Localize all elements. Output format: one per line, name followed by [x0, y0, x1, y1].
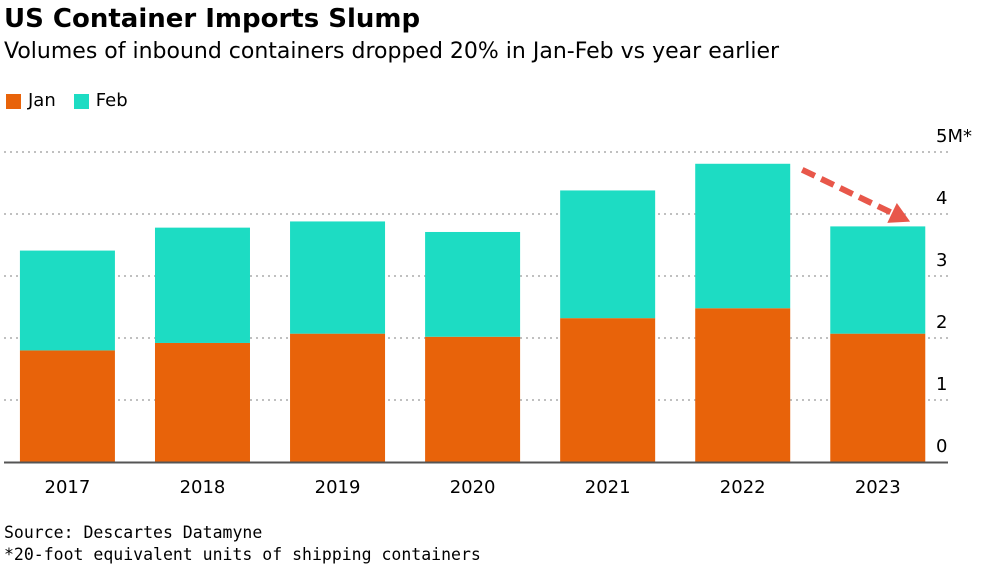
x-tick-label: 2017 [45, 477, 91, 498]
chart-subtitle: Volumes of inbound containers dropped 20… [4, 39, 780, 64]
y-tick-label: 2 [936, 312, 947, 333]
bar-jan-2017 [19, 350, 115, 462]
bars [19, 163, 926, 462]
legend-item-feb: Feb [73, 88, 128, 114]
legend-label-jan: Jan [28, 90, 56, 111]
bar-jan-2018 [154, 342, 250, 462]
legend-label-feb: Feb [95, 90, 128, 111]
bar-jan-2020 [425, 336, 521, 462]
footnote: *20-foot equivalent units of shipping co… [4, 545, 481, 564]
y-tick-label: 5M* [936, 126, 972, 147]
bar-jan-2019 [290, 333, 386, 462]
x-tick-label: 2018 [180, 477, 226, 498]
y-tick-label: 3 [936, 250, 947, 271]
y-tick-label: 4 [936, 188, 947, 209]
bar-feb-2023 [830, 226, 926, 334]
bar-feb-2019 [290, 221, 386, 334]
bar-jan-2021 [560, 318, 656, 462]
source-note: Source: Descartes Datamyne [4, 523, 263, 542]
x-tick-label: 2020 [450, 477, 496, 498]
bar-feb-2022 [695, 163, 791, 309]
y-tick-label: 0 [936, 436, 947, 457]
bar-jan-2023 [830, 333, 926, 462]
x-tick-label: 2022 [720, 477, 766, 498]
trend-arrow-line [800, 167, 901, 220]
chart-plot: 0 1 2 3 4 5M* 2017 2018 2019 2020 2021 2022 2023 [4, 126, 972, 498]
x-tick-label: 2021 [585, 477, 631, 498]
bar-feb-2021 [560, 190, 656, 319]
x-tick-label: 2023 [855, 477, 901, 498]
legend-item-jan: Jan [6, 88, 56, 114]
chart-title: US Container Imports Slump [4, 4, 421, 34]
bar-feb-2020 [425, 231, 521, 337]
x-tick-label: 2019 [315, 477, 361, 498]
bar-feb-2017 [19, 250, 115, 351]
legend-swatch-feb [73, 93, 89, 109]
bar-jan-2022 [695, 308, 791, 462]
y-tick-label: 1 [936, 374, 947, 395]
bar-feb-2018 [154, 227, 250, 343]
legend-swatch-jan [6, 93, 21, 109]
trend-arrow-head [887, 203, 911, 223]
legend: Jan Feb [6, 88, 146, 114]
